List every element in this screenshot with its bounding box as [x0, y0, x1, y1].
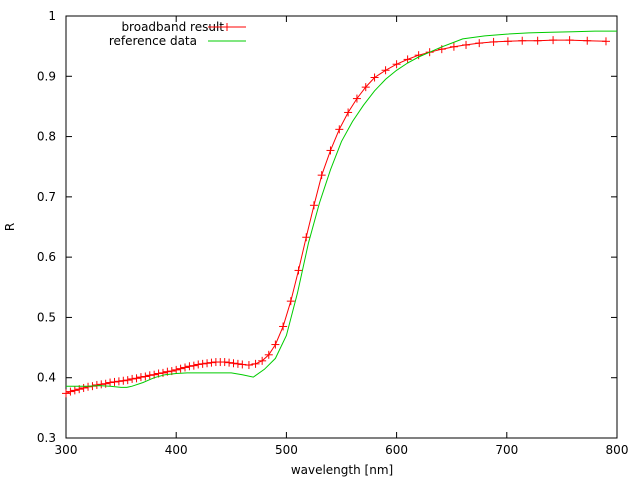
- data-point-broadband: [220, 358, 229, 367]
- data-point-broadband: [271, 340, 280, 349]
- data-point-broadband: [294, 266, 303, 275]
- data-point-broadband: [128, 374, 137, 383]
- y-tick-label: 0.5: [37, 310, 56, 324]
- legend: broadband result reference data: [109, 20, 246, 48]
- data-point-broadband: [518, 36, 527, 45]
- data-point-broadband: [203, 359, 212, 368]
- data-point-broadband: [225, 358, 234, 367]
- data-point-broadband: [141, 372, 150, 381]
- data-point-broadband: [565, 36, 574, 45]
- data-point-broadband: [66, 387, 75, 396]
- data-point-broadband: [123, 376, 132, 385]
- data-point-broadband: [97, 380, 106, 389]
- legend-label-broadband: broadband result: [121, 20, 224, 34]
- data-point-broadband: [326, 146, 335, 155]
- data-point-broadband: [279, 322, 288, 331]
- x-tick-label: 400: [165, 443, 188, 457]
- y-axis-label: R: [3, 223, 17, 231]
- series-layer: [62, 30, 617, 398]
- x-tick-label: 500: [275, 443, 298, 457]
- data-point-broadband: [344, 108, 353, 117]
- data-point-broadband: [70, 386, 79, 395]
- x-tick-label: 800: [606, 443, 629, 457]
- data-point-broadband: [381, 66, 390, 75]
- x-axis-label: wavelength [nm]: [291, 463, 393, 477]
- data-point-broadband: [119, 376, 128, 385]
- data-point-broadband: [361, 83, 370, 92]
- y-tick-label: 0.9: [37, 69, 56, 83]
- data-point-broadband: [549, 36, 558, 45]
- data-point-broadband: [583, 36, 592, 45]
- data-point-broadband: [132, 374, 141, 383]
- y-tick-label: 0.6: [37, 250, 56, 264]
- data-point-broadband: [286, 297, 295, 306]
- data-point-broadband: [403, 55, 412, 64]
- data-point-broadband: [489, 37, 498, 46]
- series-line-reference: [66, 30, 617, 388]
- data-point-broadband: [264, 350, 273, 359]
- x-tick-label: 600: [385, 443, 408, 457]
- data-point-broadband: [189, 361, 198, 370]
- data-point-broadband: [79, 383, 88, 392]
- data-point-broadband: [62, 389, 70, 398]
- data-point-broadband: [110, 377, 119, 386]
- data-point-broadband: [533, 36, 542, 45]
- data-point-broadband: [392, 60, 401, 69]
- data-point-broadband: [302, 233, 311, 242]
- data-point-broadband: [244, 361, 253, 370]
- x-tick-label: 300: [55, 443, 78, 457]
- x-tick-label: 700: [495, 443, 518, 457]
- y-tick-label: 0.3: [37, 431, 56, 445]
- data-point-broadband: [601, 37, 610, 46]
- data-point-broadband: [238, 360, 247, 369]
- plot-frame: [65, 15, 618, 439]
- data-point-broadband: [233, 359, 242, 368]
- legend-label-reference: reference data: [109, 34, 197, 48]
- data-point-broadband: [145, 371, 154, 380]
- data-point-broadband: [181, 363, 190, 372]
- y-tick-label: 1: [48, 9, 56, 23]
- plot-border: [65, 15, 618, 439]
- data-point-broadband: [414, 51, 423, 60]
- data-point-broadband: [92, 380, 101, 389]
- data-point-broadband: [462, 40, 471, 49]
- x-axis-ticks: 300 400 500 600 700 800: [55, 16, 629, 457]
- data-point-broadband: [136, 373, 145, 382]
- data-point-broadband: [503, 37, 512, 46]
- data-point-broadband: [185, 362, 194, 371]
- data-point-broadband: [229, 359, 238, 368]
- data-point-broadband: [475, 39, 484, 48]
- data-point-broadband: [352, 94, 361, 103]
- data-point-broadband: [449, 42, 458, 51]
- data-point-broadband: [84, 382, 93, 391]
- y-tick-label: 0.7: [37, 190, 56, 204]
- data-point-broadband: [194, 360, 203, 369]
- data-point-broadband: [207, 358, 216, 367]
- data-point-broadband: [317, 171, 326, 180]
- data-point-broadband: [198, 359, 207, 368]
- data-point-broadband: [176, 364, 185, 373]
- y-axis-ticks: 0.3 0.4 0.5 0.6 0.7 0.8 0.9 1: [37, 9, 617, 445]
- y-tick-label: 0.4: [37, 371, 56, 385]
- data-point-broadband: [251, 359, 260, 368]
- series-line-broadband: [65, 39, 607, 394]
- data-point-broadband: [258, 356, 267, 365]
- y-tick-label: 0.8: [37, 130, 56, 144]
- data-point-broadband: [106, 378, 115, 387]
- data-point-broadband: [335, 125, 344, 134]
- data-point-broadband: [114, 377, 123, 386]
- data-point-broadband: [370, 73, 379, 82]
- data-point-broadband: [309, 201, 318, 210]
- data-point-broadband: [172, 365, 181, 374]
